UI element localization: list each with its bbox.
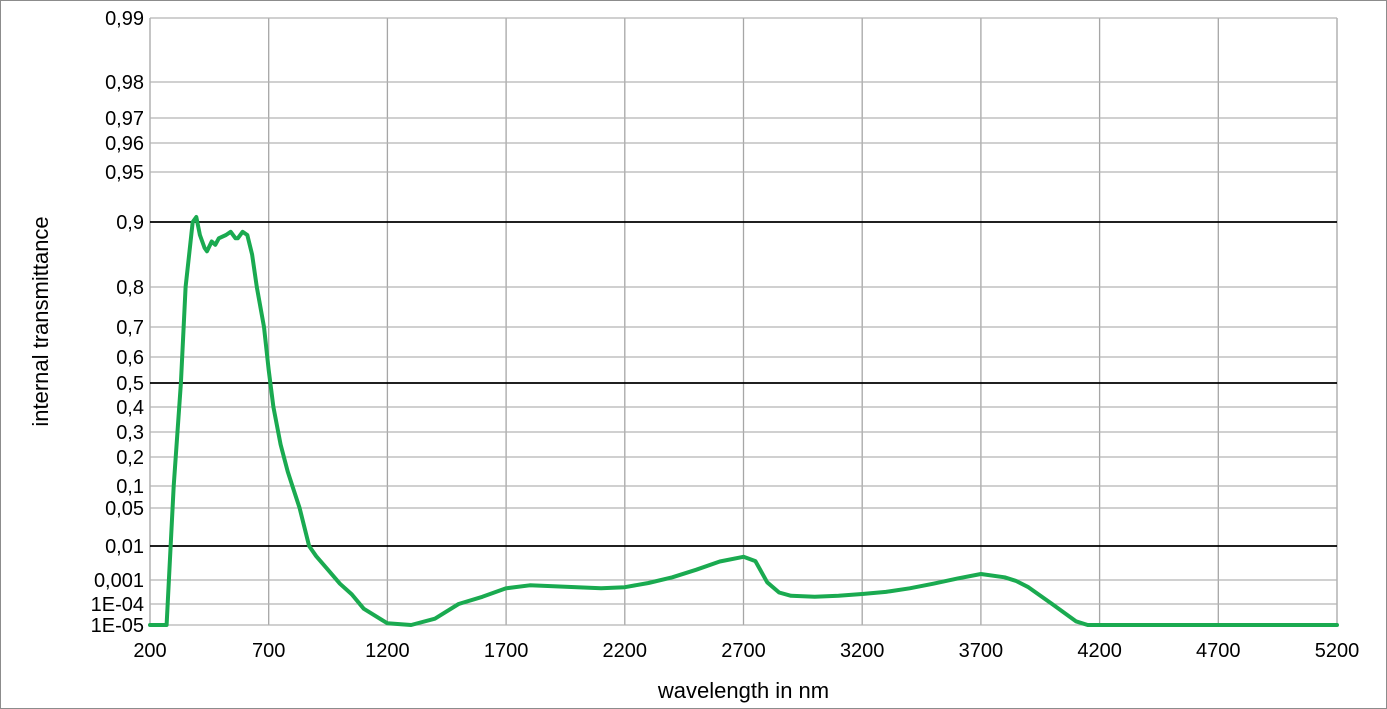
x-tick-label: 2200 [603, 640, 648, 662]
y-tick-label: 0,01 [105, 536, 144, 558]
y-tick-label: 0,3 [116, 422, 144, 444]
y-tick-label: 0,1 [116, 476, 144, 498]
y-axis-title: internal transmittance [28, 216, 53, 426]
x-tick-label: 4700 [1196, 640, 1241, 662]
x-tick-label: 2700 [721, 640, 766, 662]
x-tick-label: 3700 [959, 640, 1004, 662]
x-tick-label: 1200 [365, 640, 410, 662]
y-tick-label: 0,98 [105, 72, 144, 94]
y-tick-label: 1E-05 [91, 615, 144, 637]
y-tick-label: 0,6 [116, 347, 144, 369]
y-tick-label: 0,95 [105, 162, 144, 184]
y-tick-label: 0,05 [105, 498, 144, 520]
y-tick-label: 0,8 [116, 277, 144, 299]
y-tick-label: 0,7 [116, 317, 144, 339]
x-tick-label: 5200 [1315, 640, 1360, 662]
x-tick-label: 700 [252, 640, 285, 662]
x-tick-label: 1700 [484, 640, 529, 662]
y-tick-label: 0,99 [105, 8, 144, 30]
x-tick-label: 4200 [1077, 640, 1122, 662]
y-tick-label: 0,9 [116, 212, 144, 234]
x-axis-title: wavelength in nm [657, 678, 829, 703]
y-tick-label: 0,001 [94, 570, 144, 592]
y-tick-label: 0,96 [105, 133, 144, 155]
x-tick-label: 200 [133, 640, 166, 662]
y-tick-label: 0,5 [116, 373, 144, 395]
y-tick-label: 0,97 [105, 108, 144, 130]
y-tick-label: 0,4 [116, 397, 144, 419]
y-tick-label: 0,2 [116, 447, 144, 469]
transmittance-curve [148, 215, 1339, 627]
y-tick-label: 1E-04 [91, 594, 144, 616]
x-tick-label: 3200 [840, 640, 885, 662]
